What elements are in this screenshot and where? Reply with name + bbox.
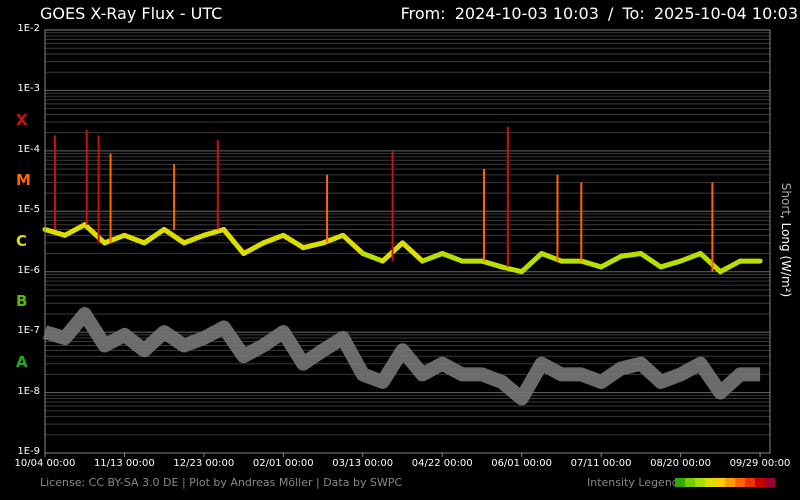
range-separator: / (608, 4, 614, 23)
x-tick-label: 02/01 00:00 (252, 458, 314, 469)
y-tick-label: 1E-6 (17, 264, 40, 276)
long-series-segment (62, 222, 88, 238)
plot-frame (44, 29, 771, 454)
to-value: 2025-10-04 10:03 (653, 4, 798, 23)
legend-swatch (695, 478, 705, 487)
long-series-segment (499, 264, 525, 275)
long-series-segment (400, 240, 425, 264)
legend-swatch (705, 478, 715, 487)
legend-swatch (735, 478, 745, 487)
long-series-segment (280, 232, 306, 251)
long-series-segment (260, 232, 286, 246)
long-series-segment (479, 258, 505, 270)
y-tick-label: 1E-7 (17, 325, 40, 337)
long-channel-label: Long (W/m²) (779, 222, 793, 298)
intensity-legend-bar (675, 478, 775, 487)
flare-class-label: C (16, 231, 28, 250)
y-tick-label: 1E-5 (17, 204, 40, 216)
to-label: To: (622, 4, 645, 23)
intensity-legend-label: Intensity Legend (587, 476, 679, 489)
long-series-segment (300, 240, 326, 251)
y-tick-label: 1E-3 (17, 83, 40, 95)
long-series-segment (519, 251, 545, 275)
from-label: From: (400, 4, 446, 23)
legend-swatch (715, 478, 725, 487)
long-series-segment (678, 251, 703, 264)
y-tick-label: 1E-4 (17, 143, 40, 155)
long-series-segment (42, 226, 68, 238)
license-text: License: CC BY-SA 3.0 DE | Plot by Andre… (40, 476, 403, 489)
legend-swatch (725, 478, 735, 487)
flare-class-label: B (16, 292, 28, 311)
long-series-segment (618, 251, 644, 259)
from-value: 2024-10-03 10:03 (454, 4, 599, 23)
axis-side-label: Short, Long (W/m²) (779, 183, 793, 297)
x-tick-label: 04/22 00:00 (411, 458, 473, 469)
long-series-segment (241, 240, 266, 257)
y-tick-label: 1E-9 (17, 446, 40, 457)
legend-swatch (755, 478, 765, 487)
time-range: From: 2024-10-03 10:03 / To: 2025-10-04 … (399, 4, 800, 23)
y-tick-label: 1E-2 (17, 23, 40, 34)
x-tick-label: 06/01 00:00 (491, 458, 553, 469)
x-tick-label: 11/13 00:00 (93, 458, 155, 469)
long-series-segment (439, 251, 465, 264)
legend-swatch (675, 478, 685, 487)
legend-swatch (765, 478, 775, 487)
chart-title: GOES X-Ray Flux - UTC (40, 4, 223, 23)
long-series-segment (598, 253, 624, 270)
legend-swatch (745, 478, 755, 487)
x-tick-label: 09/29 00:00 (729, 458, 791, 469)
long-series-segment (638, 251, 664, 270)
flare-class-label: A (16, 352, 28, 371)
x-tick-label: 07/11 00:00 (570, 458, 632, 469)
x-tick-label: 08/20 00:00 (650, 458, 711, 469)
long-series-segment (717, 258, 743, 275)
short-channel-label: Short (779, 182, 793, 215)
long-series-segment (340, 232, 366, 257)
long-series-segment (360, 251, 386, 264)
long-series-segment (201, 226, 227, 238)
long-series-segment (141, 226, 167, 246)
long-series-segment (82, 222, 108, 246)
side-label-separator: , (779, 214, 793, 219)
long-series-segment (658, 258, 684, 270)
flare-class-label: M (16, 171, 31, 190)
long-series-segment (121, 232, 147, 246)
long-series-segment (419, 251, 445, 264)
x-tick-label: 12/23 00:00 (173, 458, 235, 469)
long-series-segment (697, 251, 723, 275)
y-tick-label: 1E-8 (17, 385, 40, 397)
long-series-segment (181, 232, 207, 246)
x-tick-label: 03/13 00:00 (332, 458, 394, 469)
x-tick-label: 10/04 00:00 (14, 458, 76, 469)
long-series-segment (102, 232, 127, 246)
long-series-segment (221, 226, 247, 257)
long-series-segment (161, 226, 187, 246)
legend-swatch (685, 478, 695, 487)
long-series-segment (578, 258, 604, 270)
short-series-line (43, 307, 761, 406)
flare-class-label: X (16, 111, 28, 130)
